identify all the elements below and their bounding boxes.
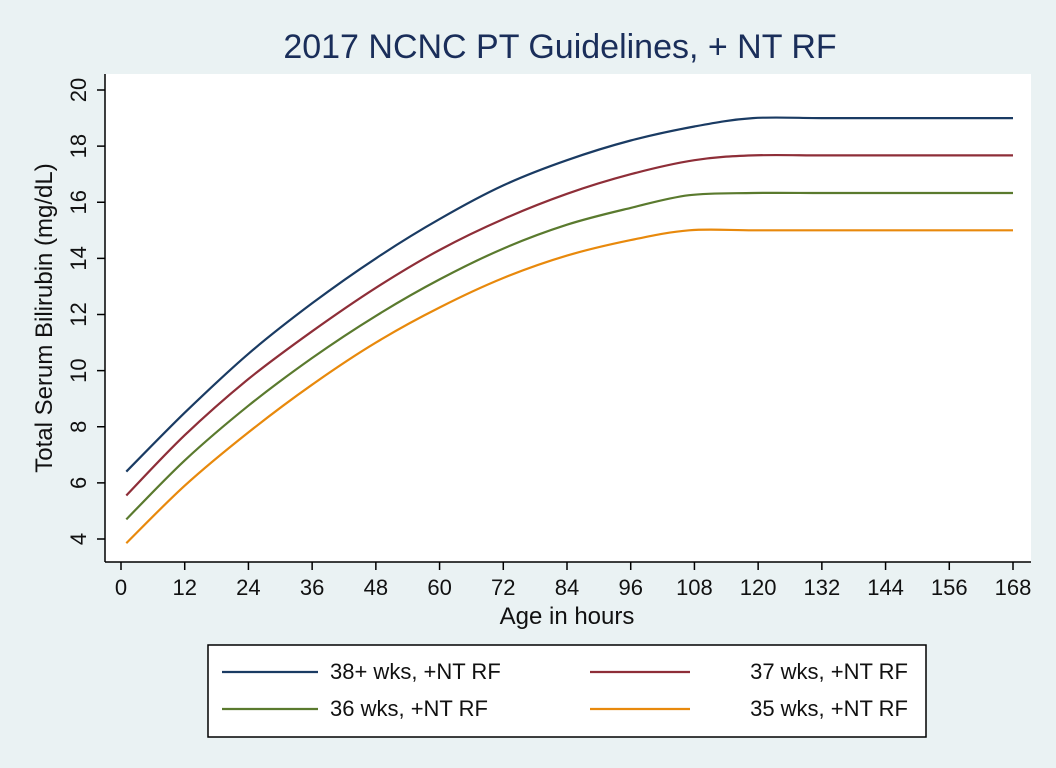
y-tick-label: 14 [66, 246, 91, 270]
legend-label-3: 36 wks, +NT RF [330, 696, 488, 721]
series-line-1 [125, 116, 1013, 473]
x-tick-label: 24 [236, 575, 260, 600]
x-tick-label: 144 [867, 575, 904, 600]
y-tick-label: 18 [66, 134, 91, 158]
series-line-4 [125, 228, 1013, 544]
y-tick-label: 6 [66, 477, 91, 489]
y-axis-title: Total Serum Bilirubin (mg/dL) [31, 163, 58, 472]
y-tick-label: 4 [66, 533, 91, 545]
y-tick-label: 8 [66, 421, 91, 433]
x-tick-label: 36 [300, 575, 324, 600]
legend-label-4: 35 wks, +NT RF [750, 696, 908, 721]
y-tick-label: 16 [66, 190, 91, 214]
legend-box [207, 644, 927, 738]
x-tick-label: 168 [995, 575, 1032, 600]
x-tick-label: 132 [803, 575, 840, 600]
legend-label-2: 37 wks, +NT RF [750, 659, 908, 684]
plot-area [105, 74, 1031, 562]
x-tick-label: 48 [364, 575, 388, 600]
x-tick-label: 108 [676, 575, 713, 600]
x-tick-label: 96 [618, 575, 642, 600]
x-tick-label: 60 [427, 575, 451, 600]
chart-title: 2017 NCNC PT Guidelines, + NT RF [283, 28, 836, 66]
x-tick-label: 120 [740, 575, 777, 600]
legend: 38+ wks, +NT RF 37 wks, +NT RF 36 wks, +NT… [207, 644, 927, 738]
x-tick-label: 84 [555, 575, 579, 600]
series-line-3 [125, 191, 1013, 521]
y-axis: 4 6 8 10 12 14 16 18 20 [66, 74, 106, 562]
x-tick-label: 12 [172, 575, 196, 600]
x-axis: 0 12 24 36 48 60 72 84 96 108 120 132 144 156 168 [105, 561, 1032, 600]
series-line-2 [125, 153, 1013, 497]
x-axis-title: Age in hours [500, 603, 635, 630]
y-tick-label: 10 [66, 358, 91, 382]
x-tick-label: 156 [931, 575, 968, 600]
y-tick-label: 12 [66, 302, 91, 326]
series-layer [125, 116, 1013, 544]
legend-label-1: 38+ wks, +NT RF [330, 659, 501, 684]
y-tick-label: 20 [66, 78, 91, 102]
x-tick-label: 72 [491, 575, 515, 600]
x-tick-label: 0 [115, 575, 127, 600]
